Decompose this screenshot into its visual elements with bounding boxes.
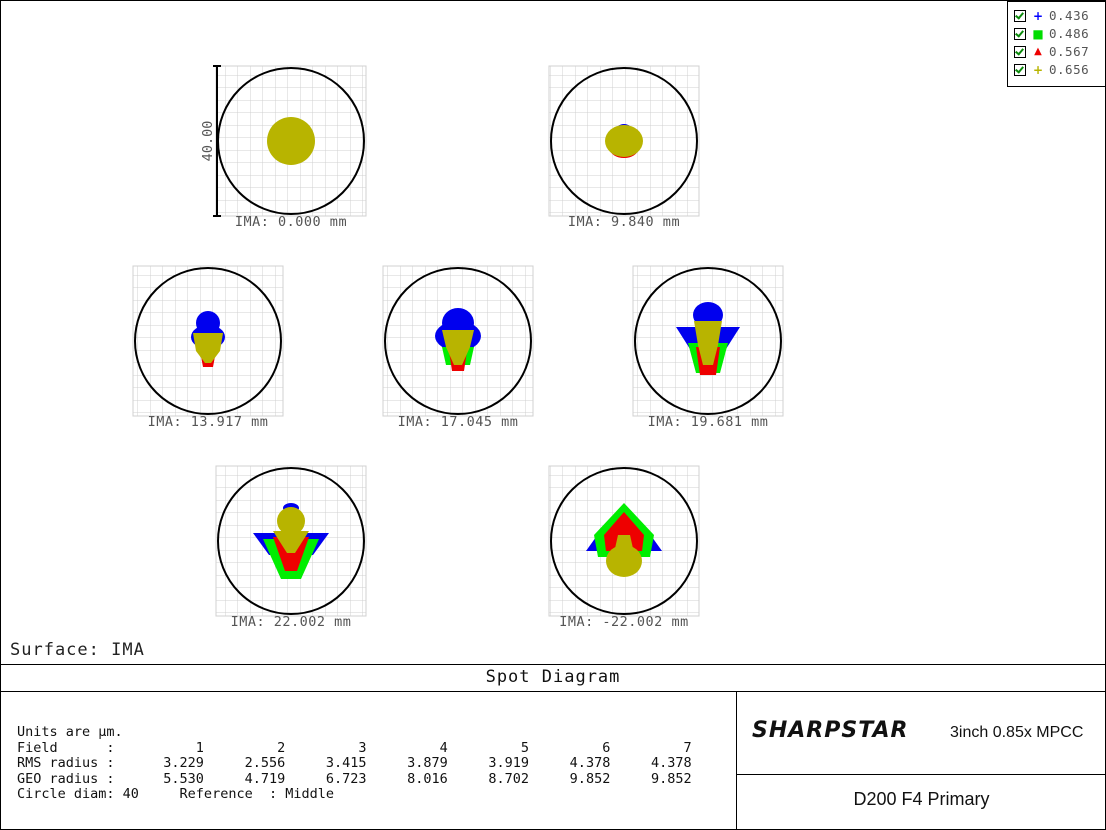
field-label: IMA: 0.000 mm xyxy=(235,214,347,230)
field-label: IMA: 22.002 mm xyxy=(231,614,352,630)
wavelength-legend: + 0.436 ■ 0.486 ▲ 0.567 + 0.656 xyxy=(1007,1,1106,87)
spot-cell-field-1: IMA: 0.000 mm xyxy=(215,65,367,230)
checkbox-icon[interactable] xyxy=(1014,28,1026,40)
airy-circle xyxy=(384,267,532,415)
checkbox-icon[interactable] xyxy=(1014,46,1026,58)
brand-logo: SHARPSTAR xyxy=(752,718,909,743)
design-name: D200 F4 Primary xyxy=(853,789,990,809)
rms-radius-row: RMS radius : 3.229 2.556 3.415 3.879 3.9… xyxy=(17,755,692,771)
airy-circle xyxy=(634,267,782,415)
legend-value: 0.486 xyxy=(1049,26,1090,41)
legend-item[interactable]: + 0.656 xyxy=(1014,61,1089,79)
spot-pattern xyxy=(676,302,740,375)
plus-icon: + xyxy=(1032,63,1044,77)
field-label: IMA: 19.681 mm xyxy=(648,414,769,430)
scale-bar-label: 40.00 xyxy=(200,121,216,162)
field-label: IMA: 17.045 mm xyxy=(398,414,519,430)
divider xyxy=(0,691,1106,692)
spot-diagram-plot: IMA: 0.000 mm IMA: 9.840 mm IMA: 13.917 mm… xyxy=(132,65,784,630)
scale-bar: 40.00 xyxy=(200,65,221,217)
plus-icon: + xyxy=(1032,9,1044,23)
spot-pattern xyxy=(253,503,329,579)
legend-item[interactable]: + 0.436 xyxy=(1014,7,1089,25)
spot-pattern xyxy=(191,311,225,367)
spot-pattern xyxy=(586,503,662,577)
legend-item[interactable]: ■ 0.486 xyxy=(1014,25,1089,43)
field-label: IMA: -22.002 mm xyxy=(559,614,688,630)
legend-item[interactable]: ▲ 0.567 xyxy=(1014,43,1089,61)
spot-pattern xyxy=(267,117,315,165)
spot-cell-field-2: IMA: 9.840 mm xyxy=(548,65,700,230)
spot-cell-field-7: IMA: -22.002 mm xyxy=(548,465,700,630)
circle-diam-row: Circle diam: 40 Reference : Middle xyxy=(17,786,334,802)
legend-value: 0.567 xyxy=(1049,44,1090,59)
spot-cell-field-5: IMA: 19.681 mm xyxy=(632,265,784,430)
spot-pattern xyxy=(435,308,481,371)
divider xyxy=(737,774,1106,775)
legend-value: 0.656 xyxy=(1049,62,1090,77)
field-label: IMA: 9.840 mm xyxy=(568,214,680,230)
field-label: IMA: 13.917 mm xyxy=(148,414,269,430)
spot-pattern xyxy=(605,124,643,158)
airy-circle xyxy=(134,267,282,415)
spot-cell-field-3: IMA: 13.917 mm xyxy=(132,265,284,430)
field-row: Field : 1 2 3 4 5 6 7 xyxy=(17,739,692,756)
units-text: Units are µm. xyxy=(17,724,123,740)
triangle-icon: ▲ xyxy=(1034,46,1042,57)
plot-title: Spot Diagram xyxy=(485,667,621,687)
divider xyxy=(736,691,737,830)
legend-value: 0.436 xyxy=(1049,8,1090,23)
checkbox-icon[interactable] xyxy=(1014,64,1026,76)
square-icon: ■ xyxy=(1032,27,1044,41)
surface-label: Surface: IMA xyxy=(10,640,145,660)
spot-cell-field-6: IMA: 22.002 mm xyxy=(215,465,367,630)
checkbox-icon[interactable] xyxy=(1014,10,1026,22)
divider xyxy=(0,664,1106,665)
geo-radius-row: GEO radius : 5.530 4.719 6.723 8.016 8.7… xyxy=(17,770,692,787)
airy-circle xyxy=(550,67,698,215)
spot-grid xyxy=(215,65,367,217)
spot-cell-field-4: IMA: 17.045 mm xyxy=(382,265,534,430)
airy-circle xyxy=(217,467,365,615)
airy-circle xyxy=(550,467,698,615)
brand-subtitle: 3inch 0.85x MPCC xyxy=(950,724,1084,741)
